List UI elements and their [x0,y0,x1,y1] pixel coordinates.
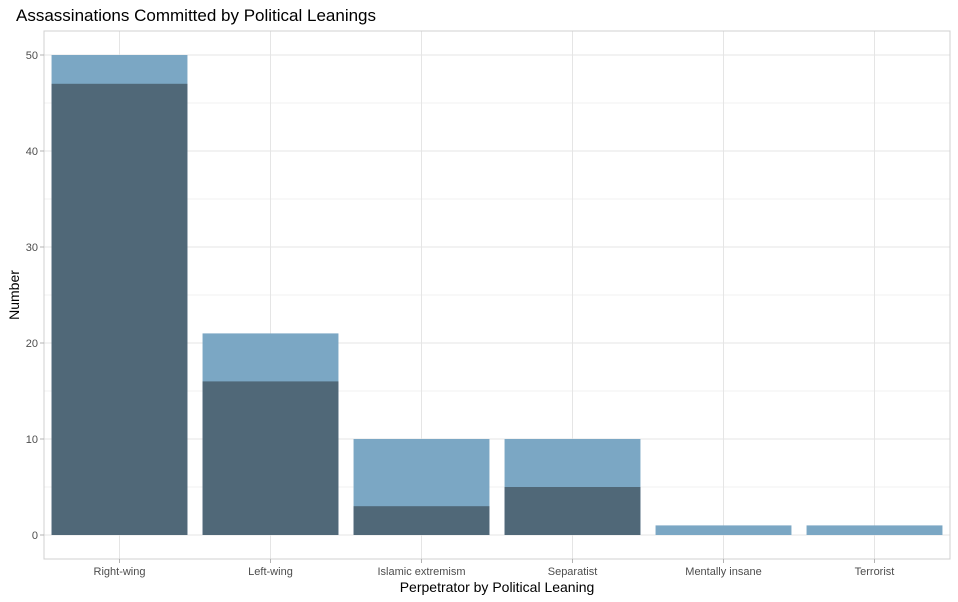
bar-subset-left-wing [202,381,339,535]
x-tick-label: Right-wing [94,566,146,578]
y-tick-label: 0 [32,530,38,542]
bar-subset-separatist [504,487,641,535]
x-tick-label: Separatist [548,566,598,578]
y-tick-label: 10 [26,434,38,446]
chart-title: Assassinations Committed by Political Le… [16,6,376,25]
x-tick-label: Left-wing [248,566,293,578]
y-tick-label: 40 [26,146,38,158]
panel-border [43,30,951,560]
y-tick-label: 30 [26,242,38,254]
x-tick-label: Terrorist [855,566,895,578]
bar-total-mentally-insane [655,525,792,535]
bars [51,55,943,536]
bar-total-terrorist [806,525,943,535]
y-axis-ticks: 0 10 20 30 40 50 [26,50,44,542]
bar-subset-islamic-extremism [353,506,490,535]
y-tick-label: 50 [26,50,38,62]
x-tick-label: Islamic extremism [377,566,465,578]
x-axis-title: Perpetrator by Political Leaning [400,579,595,595]
x-axis-ticks: Right-wing Left-wing Islamic extremism Sepa… [94,559,895,578]
x-tick-label: Mentally insane [685,566,761,578]
y-tick-label: 20 [26,338,38,350]
y-axis-title: Number [6,270,22,320]
bar-subset-right-wing [51,83,188,536]
